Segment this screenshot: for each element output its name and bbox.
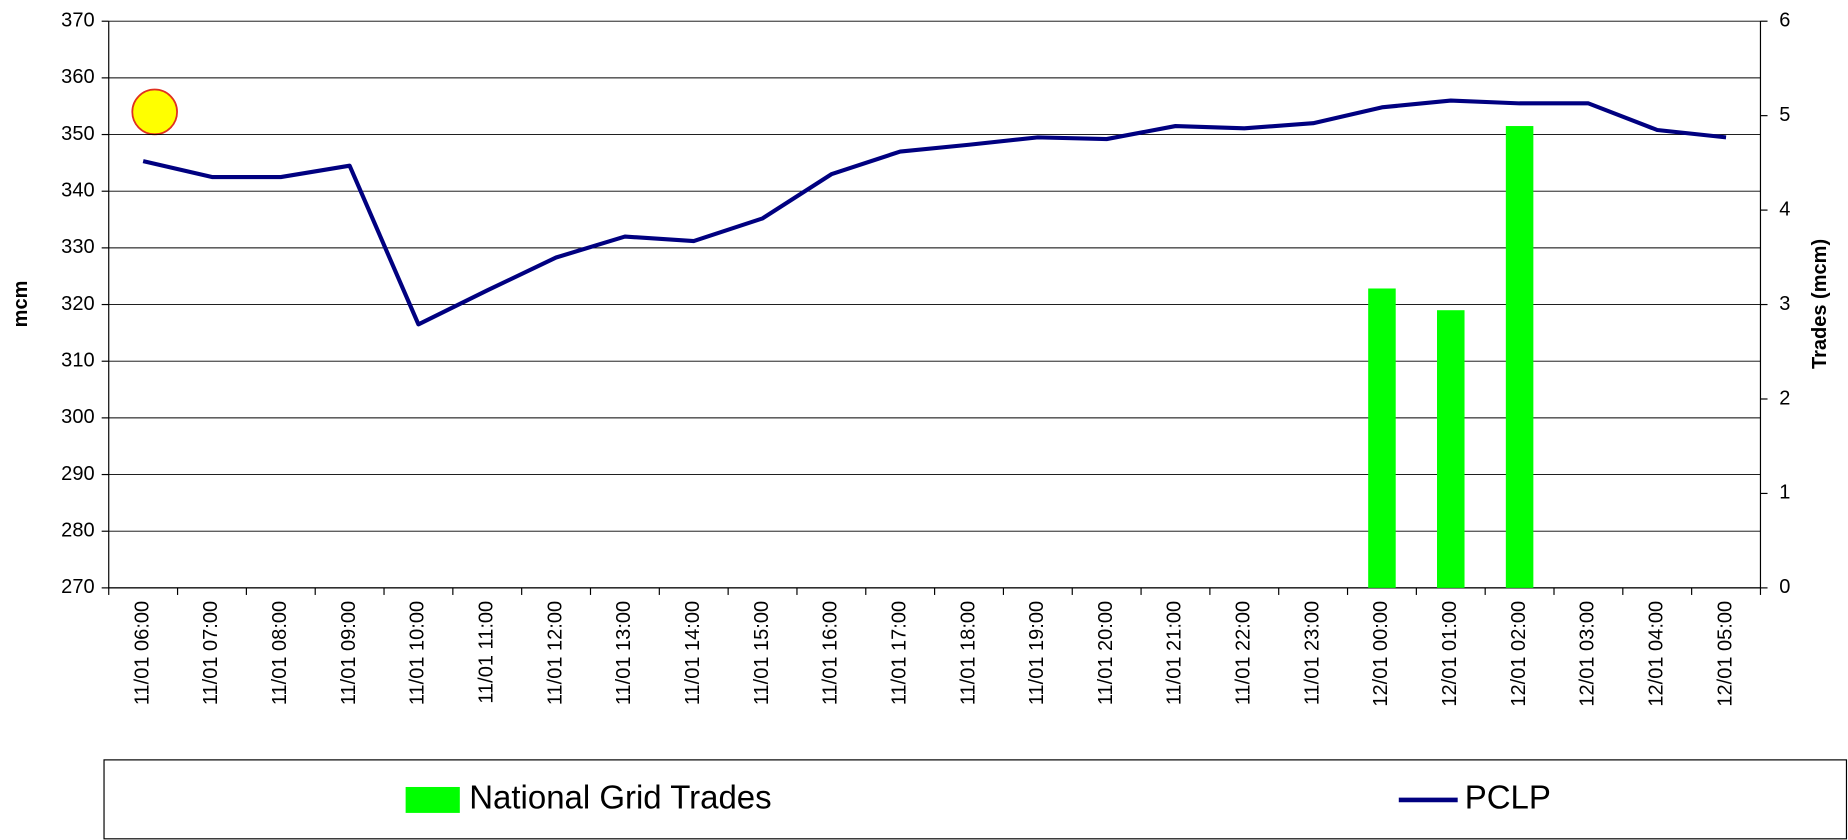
x-tick-label: 11/01 07:00 [200, 601, 222, 705]
x-tick-label: 11/01 21:00 [1164, 601, 1186, 705]
legend-label: National Grid Trades [469, 779, 771, 816]
x-tick-label: 11/01 23:00 [1301, 601, 1323, 705]
legend-label: PCLP [1465, 779, 1551, 816]
bar [1368, 288, 1396, 588]
y-tick-label: 360 [61, 66, 94, 88]
y2-tick-label: 1 [1779, 482, 1790, 504]
y2-tick-label: 5 [1779, 104, 1790, 126]
x-tick-label: 11/01 16:00 [820, 601, 842, 705]
y-tick-label: 300 [61, 406, 94, 428]
x-tick-label: 12/01 05:00 [1714, 601, 1736, 707]
x-tick-label: 11/01 20:00 [1095, 601, 1117, 705]
x-tick-label: 12/01 00:00 [1370, 601, 1392, 707]
x-tick-label: 11/01 08:00 [269, 601, 291, 705]
x-tick-label: 11/01 14:00 [682, 601, 704, 705]
y-tick-label: 350 [61, 123, 94, 145]
y2-axis-label: Trades (mcm) [1809, 239, 1831, 369]
y-tick-label: 270 [61, 576, 94, 598]
y-axis-label: mcm [10, 281, 32, 328]
x-tick-label: 11/01 15:00 [751, 601, 773, 705]
x-tick-label: 11/01 19:00 [1026, 601, 1048, 705]
x-tick-label: 11/01 18:00 [957, 601, 979, 705]
x-tick-label: 11/01 06:00 [131, 601, 153, 705]
x-tick-label: 12/01 02:00 [1508, 601, 1530, 707]
marker-icon [131, 88, 178, 136]
y2-tick-label: 4 [1779, 198, 1790, 220]
y-tick-label: 310 [61, 349, 94, 371]
bar [1505, 126, 1534, 588]
bar [1437, 310, 1465, 588]
line [142, 98, 1727, 327]
y-tick-label: 340 [61, 179, 94, 201]
y2-tick-label: 0 [1779, 576, 1790, 598]
x-tick-label: 12/01 03:00 [1577, 601, 1599, 707]
y-tick-label: 330 [61, 236, 94, 258]
x-tick-label: 11/01 17:00 [888, 601, 910, 705]
y2-tick-label: 3 [1779, 293, 1790, 315]
y-tick-label: 290 [61, 463, 94, 485]
x-tick-label: 12/01 04:00 [1646, 601, 1668, 707]
y-tick-label: 280 [61, 519, 94, 541]
x-tick-label: 11/01 13:00 [613, 601, 635, 705]
x-tick-label: 11/01 09:00 [338, 601, 360, 705]
y2-tick-label: 6 [1779, 9, 1790, 31]
x-tick-label: 11/01 11:00 [476, 601, 498, 704]
legend-box [103, 759, 1848, 840]
legend-swatch [405, 786, 460, 813]
y-tick-label: 320 [61, 293, 94, 315]
x-tick-label: 11/01 10:00 [407, 601, 429, 705]
x-tick-label: 11/01 22:00 [1233, 601, 1255, 705]
x-tick-label: 11/01 12:00 [544, 601, 566, 705]
x-tick-label: 12/01 01:00 [1439, 601, 1461, 707]
y-tick-label: 370 [61, 9, 94, 31]
y2-tick-label: 2 [1779, 387, 1790, 409]
